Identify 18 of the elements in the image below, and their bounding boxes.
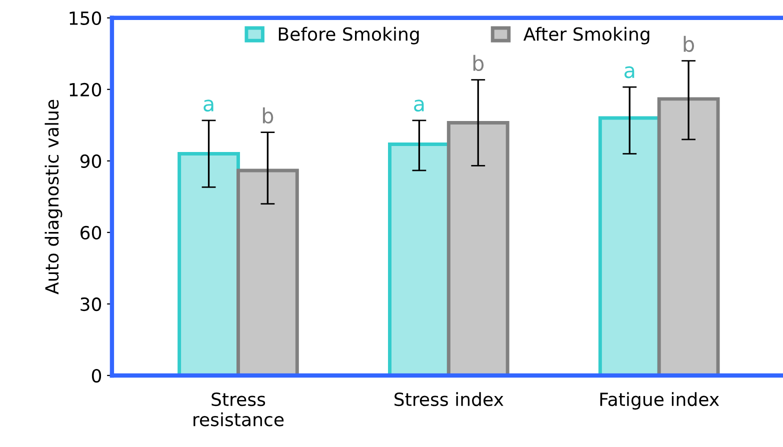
legend-label: Before Smoking (278, 26, 419, 44)
x-tick-label: Fatigue index (600, 392, 720, 410)
y-tick-label: 90 (80, 154, 102, 168)
data-label: a (624, 66, 634, 78)
data-label: a (204, 100, 214, 112)
x-tick-label: Stress index (394, 392, 504, 406)
legend-label: After Smoking (523, 26, 650, 44)
y-tick-label: 0 (92, 368, 102, 383)
y-tick-label: 60 (80, 226, 102, 240)
data-label: b (684, 36, 694, 52)
x-tick-label: Stress resistance (194, 392, 284, 426)
data-label: b (473, 54, 484, 72)
y-tick-label: 30 (80, 297, 102, 312)
data-label: b (262, 107, 274, 124)
data-label: a (414, 100, 424, 112)
y-axis-title: Auto diagnostic value (44, 100, 62, 294)
y-tick-label: 120 (70, 82, 102, 97)
y-tick-label: 150 (70, 11, 102, 25)
